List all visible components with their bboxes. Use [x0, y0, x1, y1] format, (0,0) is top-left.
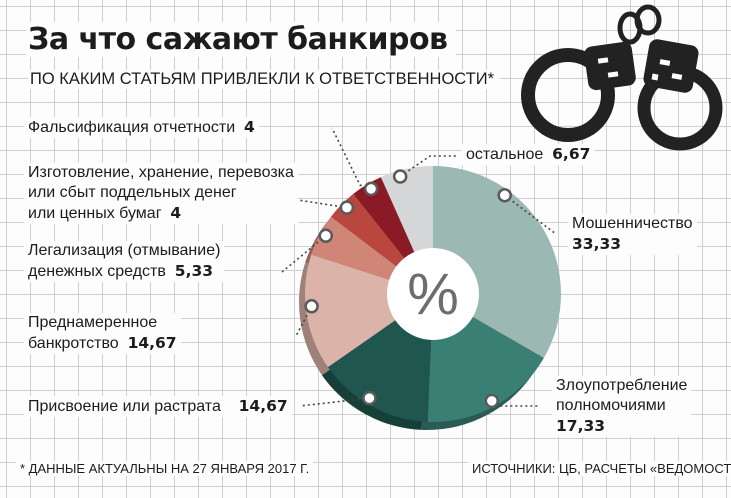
percent-symbol: %: [407, 262, 459, 327]
slice-falsification-leader-line: [331, 127, 372, 190]
slice-other-leader-line: [399, 155, 458, 178]
page-title: За что сажают банкиров: [26, 22, 456, 57]
slice-fraud-leader-line: [504, 194, 557, 235]
slice-embezzlement-leader-line: [299, 397, 370, 407]
slice-abuse-marker: [484, 393, 500, 409]
page-subtitle: ПО КАКИМ СТАТЬЯМ ПРИВЛЕКЛИ К ОТВЕТСТВЕНН…: [28, 70, 501, 89]
label-fraud: Мошенничество 33,33: [568, 214, 697, 255]
sources: ИСТОЧНИКИ: ЦБ, РАСЧЕТЫ «ВЕДОМОСТЕЙ»: [468, 461, 731, 476]
handcuffs-icon: [521, 4, 723, 151]
slice-falsification-marker: [363, 181, 379, 197]
slice-embezzlement-marker: [362, 390, 377, 406]
label-falsification: Фальсификация отчетности 4: [24, 117, 259, 138]
label-bankruptcy: Преднамеренное банкротство 14,67: [24, 313, 181, 354]
slice-fraud-marker: [497, 188, 512, 203]
footnote: * ДАННЫЕ АКТУАЛЬНЫ НА 27 ЯНВАРЯ 2017 Г.: [16, 461, 314, 476]
slice-laundering-marker: [318, 228, 334, 243]
label-laundering: Легализация (отмывание) денежных средств…: [24, 241, 225, 282]
slice-other-marker: [392, 169, 408, 184]
slice-counterfeit-marker: [339, 200, 355, 215]
slice-bankruptcy-marker: [304, 299, 319, 314]
label-counterfeit: Изготовление, хранение, перевозка или сб…: [24, 163, 298, 224]
label-other: остальное 6,67: [462, 144, 595, 165]
label-embezzlement: Присвоение или растрата 14,67: [24, 396, 292, 417]
label-abuse: Злоупотребление полномочиями 17,33: [552, 376, 692, 437]
slice-bankruptcy: [305, 254, 433, 368]
slice-abuse-leader-line: [491, 400, 540, 407]
donut-hole: [387, 248, 479, 340]
